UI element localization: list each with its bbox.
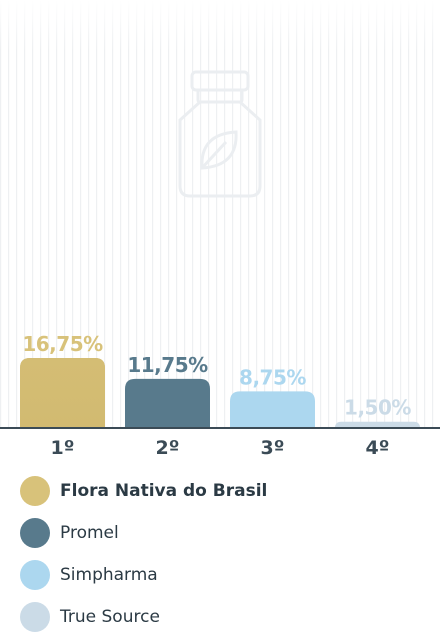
tick-label-3: 3º: [261, 437, 285, 459]
bars-layer: [20, 358, 420, 428]
legend-swatch-2: [20, 518, 50, 548]
value-labels-layer: 16,75% 11,75% 8,75% 1,50%: [22, 332, 412, 420]
value-label-3: 8,75%: [239, 365, 306, 389]
bar-1-sheen: [20, 358, 105, 428]
bar-3: [230, 391, 315, 428]
tick-label-1: 1º: [51, 437, 75, 459]
legend-swatch-3: [20, 560, 50, 590]
legend-label-3: Simpharma: [60, 565, 158, 585]
bar-chart: 16,75% 11,75% 8,75% 1,50% 1º 2º 3º 4º: [0, 0, 440, 459]
legend-swatch-4: [20, 602, 50, 632]
legend-item-4: True Source: [20, 596, 420, 638]
value-label-4: 1,50%: [344, 396, 411, 420]
legend-label-1: Flora Nativa do Brasil: [60, 481, 268, 501]
legend-item-1: Flora Nativa do Brasil: [20, 470, 420, 512]
legend-item-2: Promel: [20, 512, 420, 554]
tick-labels-layer: 1º 2º 3º 4º: [51, 437, 390, 459]
tick-label-4: 4º: [366, 437, 390, 459]
legend-label-2: Promel: [60, 523, 119, 543]
value-label-2: 11,75%: [127, 353, 208, 377]
tick-label-2: 2º: [156, 437, 180, 459]
legend: Flora Nativa do Brasil Promel Simpharma Tru…: [20, 470, 420, 638]
value-label-1: 16,75%: [22, 332, 103, 356]
legend-swatch-1: [20, 476, 50, 506]
bar-4: [335, 421, 420, 428]
supplement-bottle-leaf-icon: [178, 70, 262, 198]
legend-label-4: True Source: [60, 607, 160, 627]
legend-item-3: Simpharma: [20, 554, 420, 596]
bar-2: [125, 378, 210, 428]
